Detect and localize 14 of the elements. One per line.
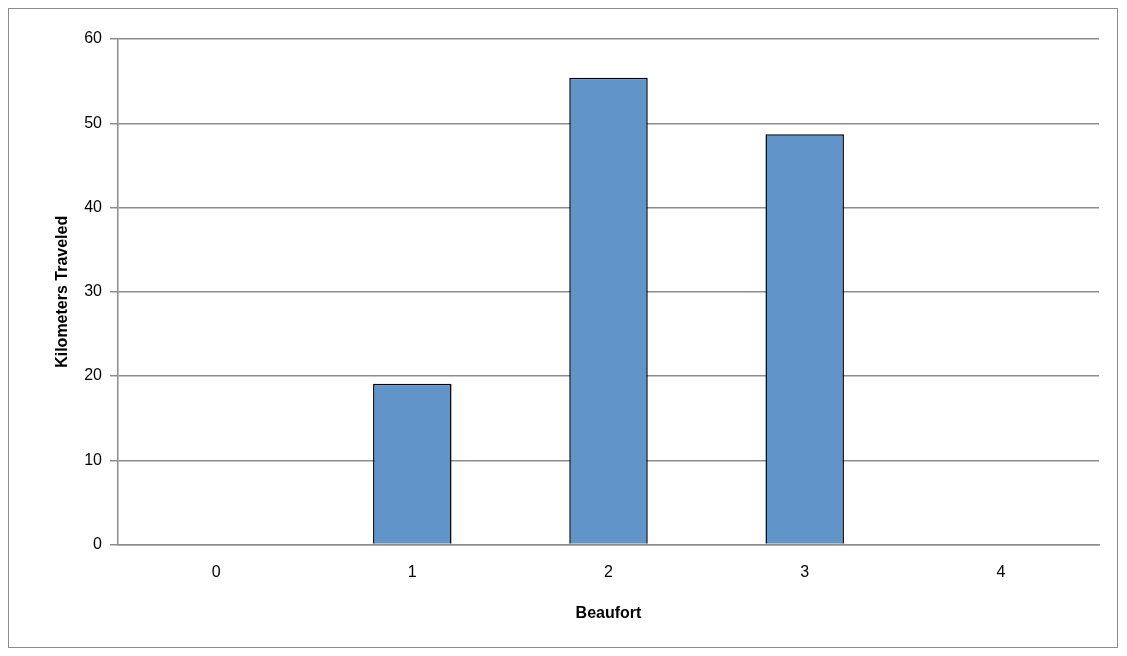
x-tick-label: 1 [407, 562, 417, 580]
y-axis-title: Kilometers Traveled [53, 215, 71, 368]
x-tick-label: 2 [604, 562, 614, 580]
y-tick-label: 60 [84, 29, 103, 47]
y-tick-label: 20 [84, 366, 103, 384]
x-tick-label: 4 [996, 562, 1006, 580]
x-tick-label: 3 [800, 562, 810, 580]
x-axis-title: Beaufort [575, 603, 643, 621]
y-tick-label: 0 [93, 535, 103, 553]
x-tick-label: 0 [211, 562, 221, 580]
y-tick-label: 10 [84, 450, 103, 468]
y-tick-label: 50 [84, 113, 103, 131]
y-tick-label: 30 [84, 282, 103, 300]
y-tick-label: 40 [84, 197, 103, 215]
